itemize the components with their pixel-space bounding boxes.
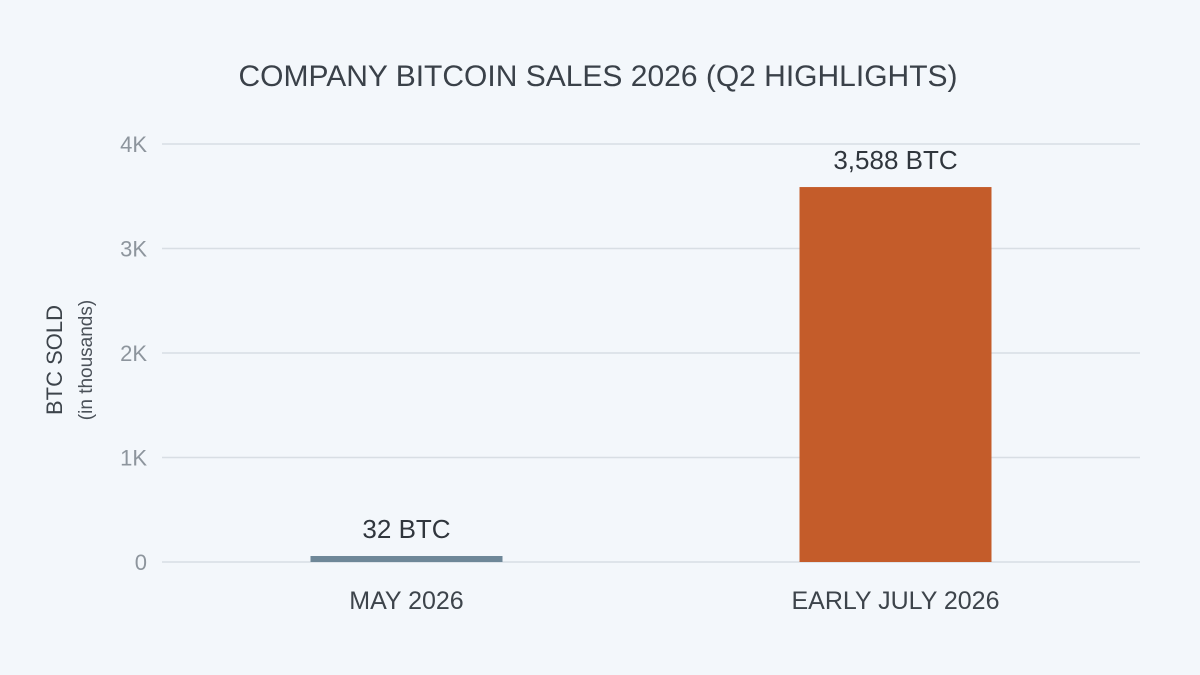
y-axis-label: BTC SOLD bbox=[42, 305, 67, 415]
grid-layer bbox=[162, 143, 1140, 563]
y-tick-label: 1K bbox=[120, 446, 147, 471]
y-axis-sublabel: (in thousands) bbox=[76, 300, 97, 420]
bar-early-july-2026 bbox=[799, 187, 992, 562]
bar-may-2026 bbox=[310, 556, 503, 562]
x-axis-ticks: MAY 2026 EARLY JULY 2026 bbox=[349, 587, 999, 615]
chart-title: COMPANY BITCOIN SALES 2026 (Q2 HIGHLIGHT… bbox=[238, 60, 957, 93]
data-label: 3,588 BTC bbox=[833, 145, 957, 175]
y-tick-label: 0 bbox=[135, 550, 147, 575]
y-axis-ticks: 0 1K 2K 3K 4K bbox=[120, 132, 147, 575]
data-label: 32 BTC bbox=[362, 514, 450, 544]
x-tick-label: EARLY JULY 2026 bbox=[791, 587, 999, 615]
y-tick-label: 2K bbox=[120, 341, 147, 366]
y-tick-label: 3K bbox=[120, 237, 147, 262]
data-label-layer: 32 BTC 3,588 BTC bbox=[362, 145, 957, 544]
bar-layer bbox=[310, 187, 992, 562]
y-axis-title: BTC SOLD (in thousands) bbox=[42, 300, 97, 420]
y-tick-label: 4K bbox=[120, 132, 147, 157]
x-tick-label: MAY 2026 bbox=[349, 587, 463, 615]
